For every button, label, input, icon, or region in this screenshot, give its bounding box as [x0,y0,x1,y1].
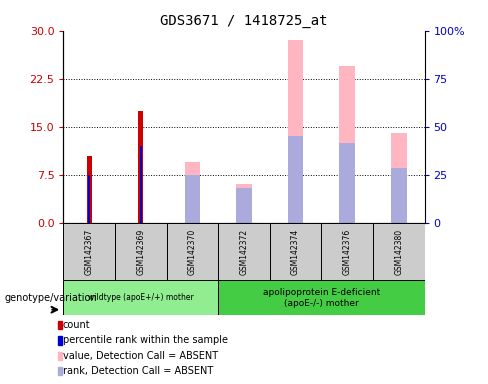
Bar [58,351,62,360]
Text: GSM142370: GSM142370 [188,228,197,275]
Bar [140,146,142,223]
Bar [288,40,304,223]
Bar [63,223,115,280]
Text: rank, Detection Call = ABSENT: rank, Detection Call = ABSENT [63,366,213,376]
Bar [373,223,425,280]
Text: genotype/variation: genotype/variation [5,293,98,303]
Bar [184,175,200,223]
Bar [218,280,425,315]
Title: GDS3671 / 1418725_at: GDS3671 / 1418725_at [160,14,328,28]
Bar [58,336,62,344]
Bar [63,280,218,315]
Bar [340,143,355,223]
Bar [58,321,62,329]
Text: GSM142374: GSM142374 [291,228,300,275]
Bar [87,156,92,223]
Text: wildtype (apoE+/+) mother: wildtype (apoE+/+) mother [88,293,194,302]
Bar [391,133,407,223]
Bar [166,223,218,280]
Bar [236,187,252,223]
Text: percentile rank within the sample: percentile rank within the sample [63,336,228,346]
Bar [340,66,355,223]
Bar [391,168,407,223]
Bar [288,136,304,223]
Text: GSM142380: GSM142380 [394,228,403,275]
Bar [322,223,373,280]
Text: GSM142376: GSM142376 [343,228,352,275]
Bar [218,223,270,280]
Bar [88,175,90,223]
Text: GSM142367: GSM142367 [85,228,94,275]
Bar [270,223,322,280]
Text: count: count [63,320,90,330]
Text: GSM142372: GSM142372 [240,228,248,275]
Bar [184,162,200,223]
Bar [236,184,252,223]
Bar [58,367,62,375]
Text: value, Detection Call = ABSENT: value, Detection Call = ABSENT [63,351,218,361]
Bar [115,223,166,280]
Text: GSM142369: GSM142369 [136,228,145,275]
Bar [138,111,143,223]
Text: apolipoprotein E-deficient
(apoE-/-) mother: apolipoprotein E-deficient (apoE-/-) mot… [263,288,380,308]
